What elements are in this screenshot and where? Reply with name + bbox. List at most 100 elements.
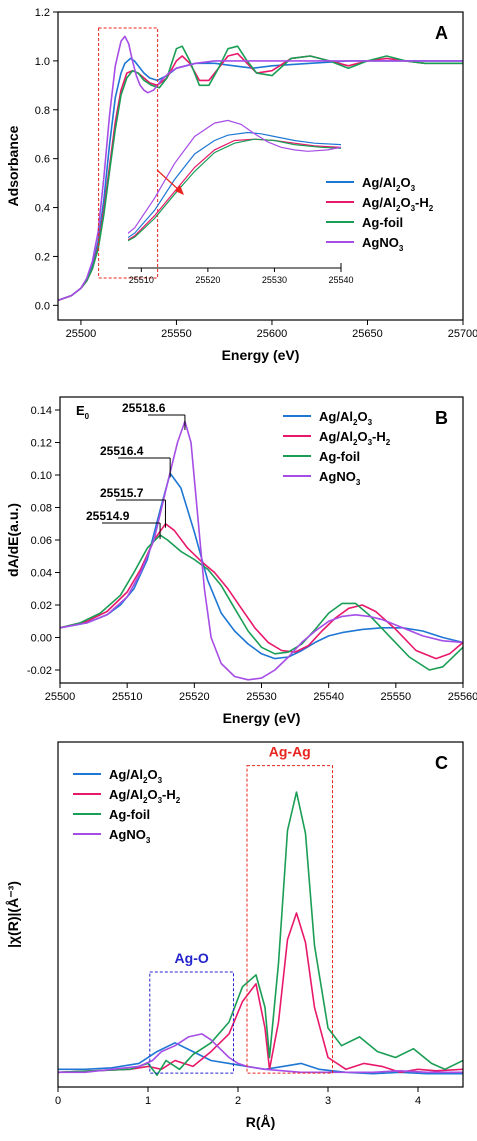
panel-B: 25500 25510 25520 25530 25540 25550 25560 Energ… xyxy=(5,396,477,726)
plot-frame xyxy=(59,396,464,684)
x-tick-label: 25520 xyxy=(179,691,210,703)
e0-subscript: 0 xyxy=(85,412,90,421)
legend-label-text: O xyxy=(400,195,410,210)
y-tick-label: 1.0 xyxy=(35,56,50,68)
x-tick-label: 25500 xyxy=(45,691,76,703)
legend-label-text: O xyxy=(147,787,157,802)
y-tick-label: 0.4 xyxy=(35,203,50,215)
highlight-box xyxy=(98,27,159,279)
legend-label-text: Ag-foil xyxy=(362,215,403,230)
x-tick-label: 2 xyxy=(235,1095,241,1107)
legend-label-text: Ag-foil xyxy=(109,807,150,822)
x-tick-label: 25530 xyxy=(246,691,277,703)
peak-annotation: 25518.6 xyxy=(122,401,186,430)
x-tick-label: 25560 xyxy=(448,691,477,703)
legend-label-subscript: 2 xyxy=(396,184,401,193)
legend-label: Ag-foil xyxy=(362,215,403,230)
legend-label-text: Ag/Al xyxy=(109,787,143,802)
panel-label: C xyxy=(435,753,448,773)
region-box-label: Ag-Ag xyxy=(269,744,311,760)
legend-label-subscript: 3 xyxy=(411,184,416,193)
series-group xyxy=(60,420,463,681)
peak-label: 25514.9 xyxy=(86,509,130,523)
arrow-head xyxy=(175,185,184,195)
legend-label-subscript: 2 xyxy=(176,796,181,805)
series-line-agno3 xyxy=(58,35,463,302)
x-tick-label: 25650 xyxy=(352,328,383,340)
peak-label: 25515.7 xyxy=(100,486,144,500)
legend-label: AgNO3 xyxy=(362,235,404,253)
legend-label-subscript: 3 xyxy=(368,438,373,447)
legend-label-text: O xyxy=(400,175,410,190)
y-tick-label: 0.02 xyxy=(31,600,52,612)
x-axis-label: Energy (eV) xyxy=(222,347,300,363)
legend-label-subscript: 3 xyxy=(158,776,163,785)
inset-series-line xyxy=(128,131,341,239)
y-tick-label: 0.08 xyxy=(31,503,52,515)
x-tick-label: 1 xyxy=(145,1095,151,1107)
panel-label: B xyxy=(435,408,448,428)
x-tick-label: 25500 xyxy=(66,328,97,340)
inset-x-tick-label: 25510 xyxy=(129,275,154,285)
legend-label-text: Ag/Al xyxy=(109,767,143,782)
y-axis-label: |χ(R)|(Å⁻³) xyxy=(5,881,21,948)
inset-x-tick-label: 25520 xyxy=(195,275,220,285)
e0-text: E xyxy=(76,403,85,418)
region-box-outline xyxy=(246,765,333,1074)
series-group xyxy=(58,35,463,302)
y-axis-label: Adsorbance xyxy=(5,125,21,206)
inset-series-group xyxy=(128,119,341,242)
legend-label: Ag-foil xyxy=(109,807,150,822)
series-line-agno3 xyxy=(58,1033,463,1074)
x-tick-label: 25510 xyxy=(112,691,143,703)
legend-label-text: Ag/Al xyxy=(362,175,396,190)
x-axis-label: R(Å) xyxy=(246,1114,276,1130)
legend-label: Ag/Al2O3-H2 xyxy=(362,195,434,213)
legend-label-subscript: 2 xyxy=(353,418,358,427)
region-box-outline xyxy=(149,971,234,1074)
x-tick-label: 25700 xyxy=(448,328,477,340)
inset-x-tick-label: 25530 xyxy=(262,275,287,285)
x-tick-label: 25550 xyxy=(161,328,192,340)
region-box-label: Ag-O xyxy=(175,950,209,966)
y-tick-label: 0.0 xyxy=(35,300,50,312)
legend-label: Ag-foil xyxy=(319,449,360,464)
legend-label-subscript: 3 xyxy=(411,204,416,213)
x-tick-label: 25540 xyxy=(313,691,344,703)
legend-label-subscript: 2 xyxy=(386,438,391,447)
legend-label-subscript: 2 xyxy=(353,438,358,447)
peak-annotation: 25516.4 xyxy=(100,444,171,478)
legend-label: Ag/Al2O3-H2 xyxy=(319,429,391,447)
legend-label-text: AgNO xyxy=(362,235,399,250)
x-tick-label: 4 xyxy=(415,1095,421,1107)
series-line-ag-foil xyxy=(60,534,463,671)
plot-frame xyxy=(57,11,464,321)
series-line-ag-al2o3-h2 xyxy=(58,912,463,1074)
y-tick-label: 0.04 xyxy=(31,568,52,580)
region-box: Ag-Ag xyxy=(246,744,333,1074)
legend-label-text: -H xyxy=(415,195,429,210)
y-tick-label: 0.12 xyxy=(31,438,52,450)
series-line-ag-al2o3 xyxy=(60,472,463,660)
legend-label-text: O xyxy=(357,429,367,444)
inset-series-line xyxy=(128,138,341,241)
peak-annotation: 25515.7 xyxy=(100,486,166,528)
legend-label-text: Ag-foil xyxy=(319,449,360,464)
peak-label: 25516.4 xyxy=(100,444,144,458)
legend-label-subscript: 3 xyxy=(399,244,404,253)
legend-label-text: -H xyxy=(372,429,386,444)
legend-label-text: O xyxy=(147,767,157,782)
legend-label-subscript: 2 xyxy=(429,204,434,213)
peak-annotation: 25514.9 xyxy=(86,509,161,540)
zoom-arrow xyxy=(156,169,184,195)
region-box: Ag-O xyxy=(149,950,234,1074)
x-tick-label: 25550 xyxy=(381,691,412,703)
y-tick-label: 0.00 xyxy=(31,633,52,645)
legend-label-subscript: 2 xyxy=(396,204,401,213)
y-tick-label: -0.02 xyxy=(27,665,52,677)
inset-series-line xyxy=(128,119,341,234)
y-tick-label: 1.2 xyxy=(35,7,50,19)
legend-label-subscript: 2 xyxy=(143,776,148,785)
legend-label-subscript: 3 xyxy=(368,418,373,427)
